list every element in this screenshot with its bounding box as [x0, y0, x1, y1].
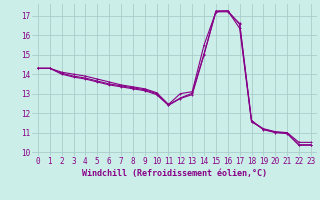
X-axis label: Windchill (Refroidissement éolien,°C): Windchill (Refroidissement éolien,°C): [82, 169, 267, 178]
